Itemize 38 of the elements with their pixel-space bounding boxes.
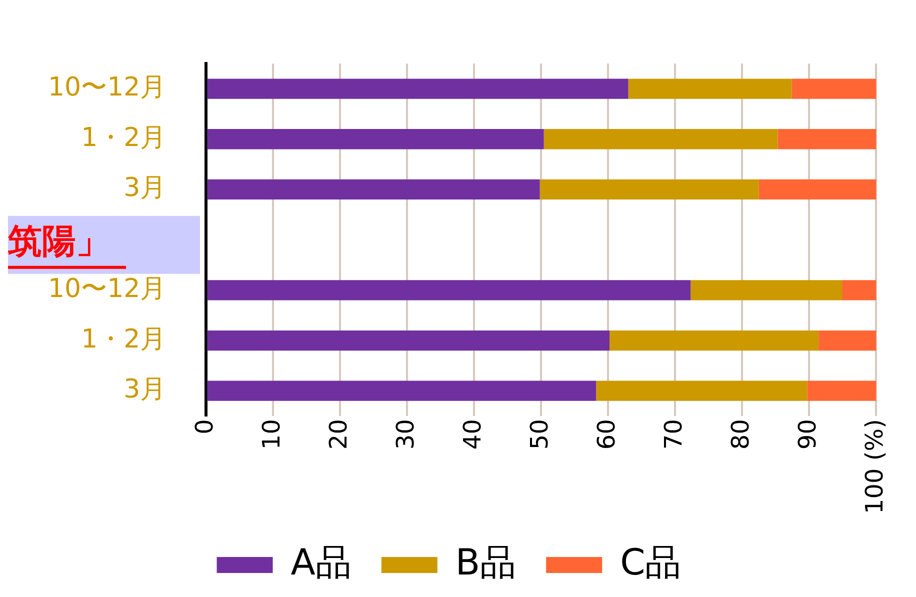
y-tick-label: 1・2月 bbox=[81, 122, 166, 153]
bar bbox=[792, 78, 876, 99]
bar bbox=[207, 129, 544, 150]
y-tick-label: 1・2月 bbox=[81, 324, 166, 354]
bar bbox=[842, 280, 876, 300]
bar bbox=[207, 330, 610, 351]
x-tick-label: 40 bbox=[458, 419, 486, 450]
bar bbox=[207, 179, 540, 200]
x-tick-label: 70 bbox=[659, 419, 688, 450]
y-tick-label: 3月 bbox=[124, 173, 166, 204]
bar bbox=[207, 380, 596, 401]
bar bbox=[540, 179, 759, 200]
bar bbox=[207, 78, 628, 99]
bar bbox=[818, 330, 876, 351]
x-tick-label: 50 bbox=[525, 419, 554, 450]
y-tick-label: 10〜12月 bbox=[48, 274, 166, 304]
x-tick-label: 0 bbox=[190, 419, 218, 434]
x-tick-label: 80 bbox=[726, 419, 754, 450]
x-tick-label: 30 bbox=[391, 419, 420, 450]
bar bbox=[596, 380, 808, 401]
legend-label: B品 bbox=[455, 542, 516, 584]
legend-label: A品 bbox=[290, 542, 352, 584]
bar bbox=[610, 330, 819, 351]
bar bbox=[807, 380, 876, 401]
bar bbox=[690, 280, 842, 300]
y-tick-label: 10〜12月 bbox=[48, 72, 166, 103]
legend-label: C品 bbox=[620, 542, 682, 584]
x-tick-label: 60 bbox=[592, 419, 620, 450]
bar bbox=[628, 78, 792, 99]
bar bbox=[758, 179, 876, 200]
x-tick-label: 20 bbox=[324, 419, 352, 450]
bar bbox=[778, 129, 876, 150]
x-tick-label: 90 bbox=[793, 419, 822, 450]
bar bbox=[207, 280, 691, 300]
x-tick-label: 10 bbox=[257, 419, 286, 450]
x-tick-label: 100 (%) bbox=[860, 419, 888, 514]
bar bbox=[544, 129, 778, 150]
y-tick-label: 3月 bbox=[124, 374, 166, 405]
